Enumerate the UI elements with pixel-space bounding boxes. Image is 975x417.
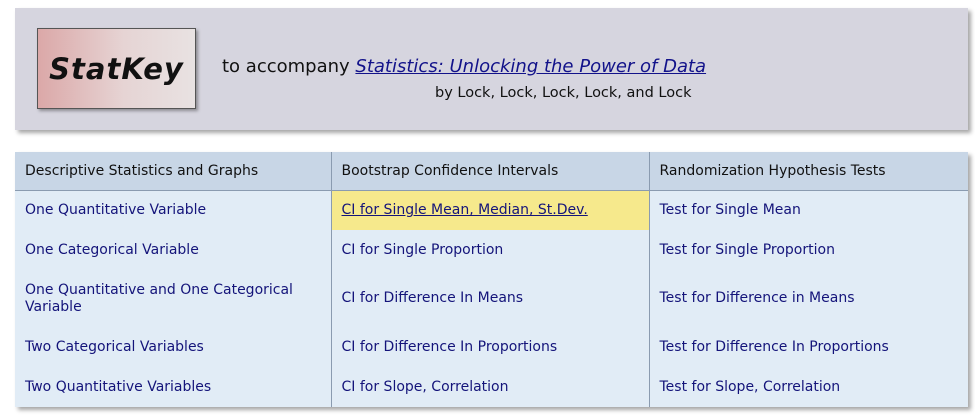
link-test-difference-means[interactable]: Test for Difference in Means xyxy=(659,290,855,307)
link-ci-slope-correlation[interactable]: CI for Slope, Correlation xyxy=(331,367,650,407)
logo-text: StatKey xyxy=(49,51,184,86)
link-test-single-proportion[interactable]: Test for Single Proportion xyxy=(659,241,835,258)
link-test-slope-correlation[interactable]: Test for Slope, Correlation xyxy=(659,378,841,395)
link-two-categorical[interactable]: Two Categorical Variables xyxy=(15,328,332,368)
statkey-logo[interactable]: StatKey xyxy=(37,28,196,109)
link-ci-single-mean-label[interactable]: CI for Single Mean, Median, St.Dev. xyxy=(341,202,588,219)
table-row: Two Categorical Variables CI for Differe… xyxy=(15,328,968,368)
book-title-link[interactable]: Statistics: Unlocking the Power of Data xyxy=(355,56,707,77)
table-row: One Categorical Variable CI for Single P… xyxy=(15,230,968,270)
column-header-randomization: Randomization Hypothesis Tests xyxy=(649,152,968,191)
link-test-single-mean[interactable]: Test for Single Mean xyxy=(659,202,801,219)
table-row: One Quantitative Variable CI for Single … xyxy=(15,190,968,231)
link-quant-and-categorical[interactable]: One Quantitative and One Categorical Var… xyxy=(15,269,332,329)
authors-line: by Lock, Lock, Lock, Lock, and Lock xyxy=(435,85,692,101)
link-ci-difference-means[interactable]: CI for Difference In Means xyxy=(331,269,650,329)
link-test-difference-proportions[interactable]: Test for Difference In Proportions xyxy=(659,339,889,356)
accompany-prefix: to accompany xyxy=(222,56,350,77)
table-row: Two Quantitative Variables CI for Slope,… xyxy=(15,367,968,407)
link-ci-difference-proportions[interactable]: CI for Difference In Proportions xyxy=(331,328,650,368)
link-one-categorical[interactable]: One Categorical Variable xyxy=(15,230,332,270)
column-header-bootstrap: Bootstrap Confidence Intervals xyxy=(331,152,650,191)
link-ci-single-mean[interactable]: CI for Single Mean, Median, St.Dev. xyxy=(331,190,650,231)
table-row: One Quantitative and One Categorical Var… xyxy=(15,269,968,329)
column-header-descriptive: Descriptive Statistics and Graphs xyxy=(15,152,332,191)
link-one-quantitative[interactable]: One Quantitative Variable xyxy=(15,190,332,231)
tagline: to accompany Statistics: Unlocking the P… xyxy=(222,56,706,77)
procedures-table: Descriptive Statistics and Graphs Bootst… xyxy=(15,152,968,407)
link-ci-single-proportion[interactable]: CI for Single Proportion xyxy=(331,230,650,270)
link-two-quantitative[interactable]: Two Quantitative Variables xyxy=(15,367,332,407)
procedures-menu: Descriptive Statistics and Graphs Bootst… xyxy=(15,152,968,407)
header-banner: StatKey to accompany Statistics: Unlocki… xyxy=(15,8,968,130)
